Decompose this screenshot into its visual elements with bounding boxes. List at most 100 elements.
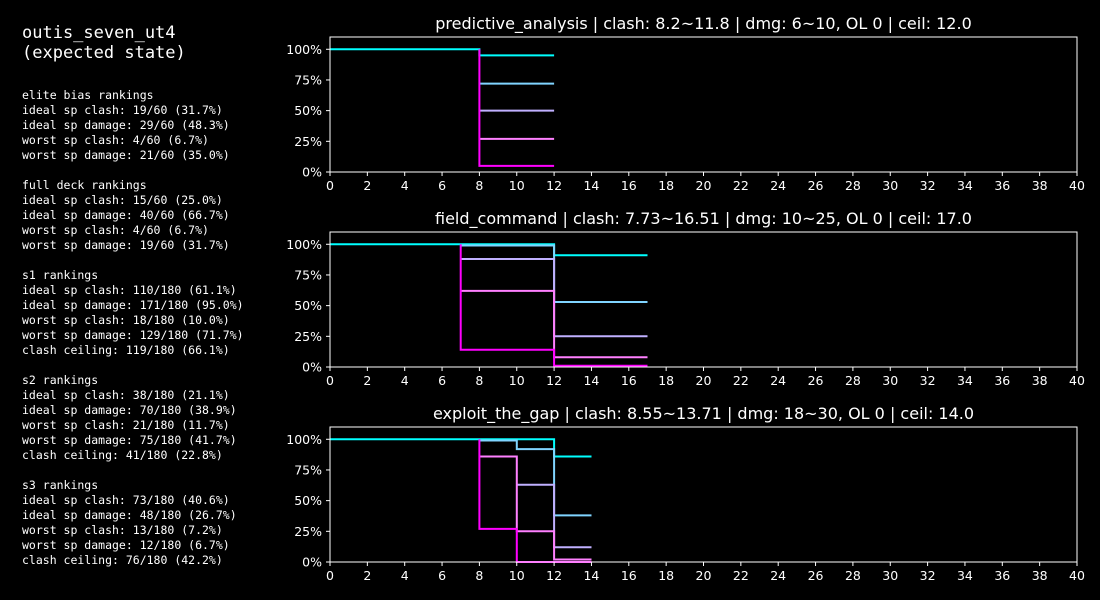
x-tick-label: 12 [546,178,562,193]
x-tick-label: 22 [733,568,749,583]
x-tick-label: 24 [770,568,786,583]
stats-section-heading: s2 rankings [22,373,99,387]
x-tick-label: 34 [957,568,973,583]
stats-line: worst sp clash: 21/180 (11.7%) [22,418,230,432]
x-tick-label: 28 [845,373,861,388]
stats-line: worst sp clash: 13/180 (7.2%) [22,523,223,537]
x-tick-label: 16 [621,568,637,583]
x-tick-label: 20 [696,178,712,193]
stats-line: ideal sp clash: 110/180 (61.1%) [22,283,237,297]
x-tick-label: 32 [920,568,936,583]
chart-panel: exploit_the_gap | clash: 8.55~13.71 | dm… [286,404,1085,583]
y-tick-label: 100% [286,237,322,252]
y-tick-label: 25% [294,524,322,539]
stats-line: worst sp damage: 19/60 (31.7%) [22,238,230,252]
x-tick-label: 6 [438,373,446,388]
y-tick-label: 0% [302,555,322,570]
x-tick-label: 16 [621,373,637,388]
title-line-2: (expected state) [22,43,186,63]
x-tick-label: 40 [1069,373,1085,388]
x-tick-label: 36 [994,178,1010,193]
plot-frame [329,231,1078,368]
series-line [460,289,648,359]
y-tick-label: 0% [302,360,322,375]
series-line [516,483,592,549]
stats-line: clash ceiling: 76/180 (42.2%) [22,553,223,567]
chart-title: predictive_analysis | clash: 8.2~11.8 | … [435,14,972,34]
x-tick-label: 12 [546,373,562,388]
stats-section: s3 rankings ideal sp clash: 73/180 (40.6%… [22,478,244,568]
x-tick-label: 18 [658,178,674,193]
y-tick-label: 75% [294,267,322,282]
report-title: outis_seven_ut4 (expected state) [22,23,186,63]
stats-line: worst sp damage: 12/180 (6.7%) [22,538,230,552]
x-tick-label: 14 [583,373,599,388]
x-tick-label: 14 [583,568,599,583]
x-tick-label: 26 [808,178,824,193]
x-tick-label: 4 [401,373,409,388]
x-tick-label: 10 [509,178,525,193]
series-line [459,244,648,367]
x-tick-label: 30 [882,178,898,193]
y-tick-label: 50% [294,298,322,313]
stats-line: ideal sp damage: 40/60 (66.7%) [22,208,230,222]
x-tick-label: 18 [658,568,674,583]
stats-line: ideal sp damage: 171/180 (95.0%) [22,298,244,312]
x-tick-label: 24 [770,178,786,193]
stats-line: ideal sp clash: 19/60 (31.7%) [22,103,223,117]
x-tick-label: 18 [658,373,674,388]
stats-line: worst sp clash: 4/60 (6.7%) [22,223,209,237]
x-tick-label: 0 [326,568,334,583]
x-tick-label: 32 [920,178,936,193]
stats-section-heading: full deck rankings [22,178,147,192]
x-tick-label: 2 [363,568,371,583]
x-tick-label: 10 [509,373,525,388]
series-line [479,455,592,561]
series-line [330,438,592,458]
chart-panel: field_command | clash: 7.73~16.51 | dmg:… [286,209,1085,388]
x-tick-label: 0 [326,178,334,193]
stats-line: worst sp damage: 21/60 (35.0%) [22,148,230,162]
x-tick-label: 32 [920,373,936,388]
stats-section-heading: elite bias rankings [22,88,154,102]
stats-line: ideal sp damage: 29/60 (48.3%) [22,118,230,132]
y-tick-label: 50% [294,493,322,508]
x-tick-label: 0 [326,373,334,388]
series-line [479,439,592,517]
series-line [330,48,555,57]
x-tick-label: 38 [1032,178,1048,193]
x-tick-label: 26 [808,568,824,583]
x-tick-label: 8 [475,178,483,193]
chart-title: exploit_the_gap | clash: 8.55~13.71 | dm… [433,404,974,424]
x-tick-label: 6 [438,178,446,193]
stats-section: full deck rankings ideal sp clash: 15/60 … [22,178,244,253]
x-tick-label: 22 [733,373,749,388]
x-tick-label: 8 [475,568,483,583]
stats-line: clash ceiling: 119/180 (66.1%) [22,343,230,357]
x-tick-label: 30 [882,373,898,388]
y-tick-label: 100% [286,42,322,57]
stats-panel: elite bias rankings ideal sp clash: 19/60… [22,88,244,583]
x-tick-label: 14 [583,178,599,193]
x-tick-label: 30 [882,568,898,583]
x-tick-label: 4 [401,568,409,583]
stats-line: ideal sp clash: 15/60 (25.0%) [22,193,223,207]
x-tick-label: 26 [808,373,824,388]
x-tick-label: 22 [733,178,749,193]
series-line [478,439,592,563]
x-tick-label: 36 [994,568,1010,583]
y-tick-label: 100% [286,432,322,447]
y-tick-label: 75% [294,462,322,477]
x-tick-label: 28 [845,178,861,193]
x-tick-label: 34 [957,373,973,388]
x-tick-label: 8 [475,373,483,388]
stats-line: worst sp clash: 18/180 (10.0%) [22,313,230,327]
x-tick-label: 34 [957,178,973,193]
x-tick-label: 2 [363,373,371,388]
x-tick-label: 40 [1069,568,1085,583]
x-tick-label: 4 [401,178,409,193]
stats-line: ideal sp damage: 70/180 (38.9%) [22,403,237,417]
stats-line: ideal sp clash: 38/180 (21.1%) [22,388,230,402]
y-tick-label: 25% [294,329,322,344]
